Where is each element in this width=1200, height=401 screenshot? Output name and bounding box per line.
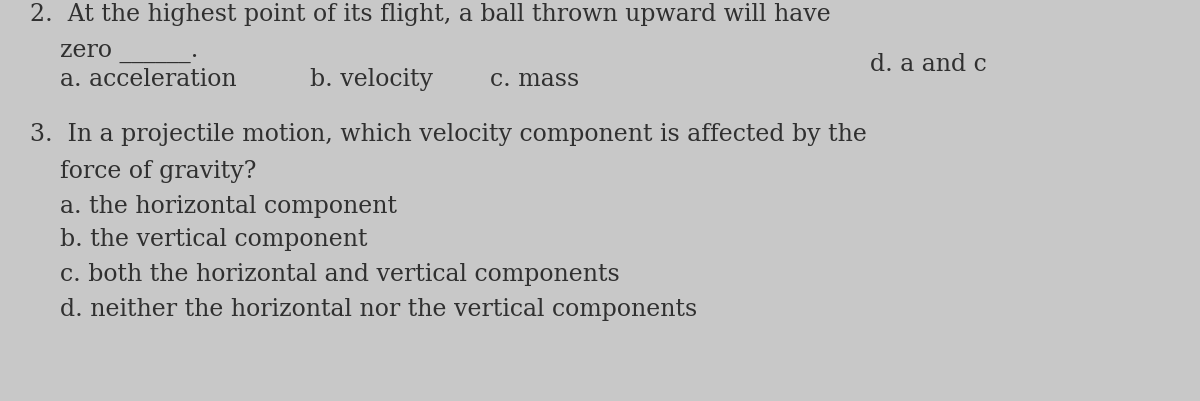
Text: zero ______.: zero ______. xyxy=(60,40,198,63)
Text: b. velocity: b. velocity xyxy=(310,68,433,91)
Text: b. the vertical component: b. the vertical component xyxy=(60,228,367,251)
Text: a. acceleration: a. acceleration xyxy=(60,68,236,91)
Text: a. the horizontal component: a. the horizontal component xyxy=(60,195,397,218)
Text: c. mass: c. mass xyxy=(490,68,580,91)
Text: d. neither the horizontal nor the vertical components: d. neither the horizontal nor the vertic… xyxy=(60,298,697,321)
Text: force of gravity?: force of gravity? xyxy=(60,160,257,183)
Text: c. both the horizontal and vertical components: c. both the horizontal and vertical comp… xyxy=(60,263,619,286)
Text: 2.  At the highest point of its flight, a ball thrown upward will have: 2. At the highest point of its flight, a… xyxy=(30,3,830,26)
Text: 3.  In a projectile motion, which velocity component is affected by the: 3. In a projectile motion, which velocit… xyxy=(30,123,866,146)
Text: d. a and c: d. a and c xyxy=(870,53,986,76)
